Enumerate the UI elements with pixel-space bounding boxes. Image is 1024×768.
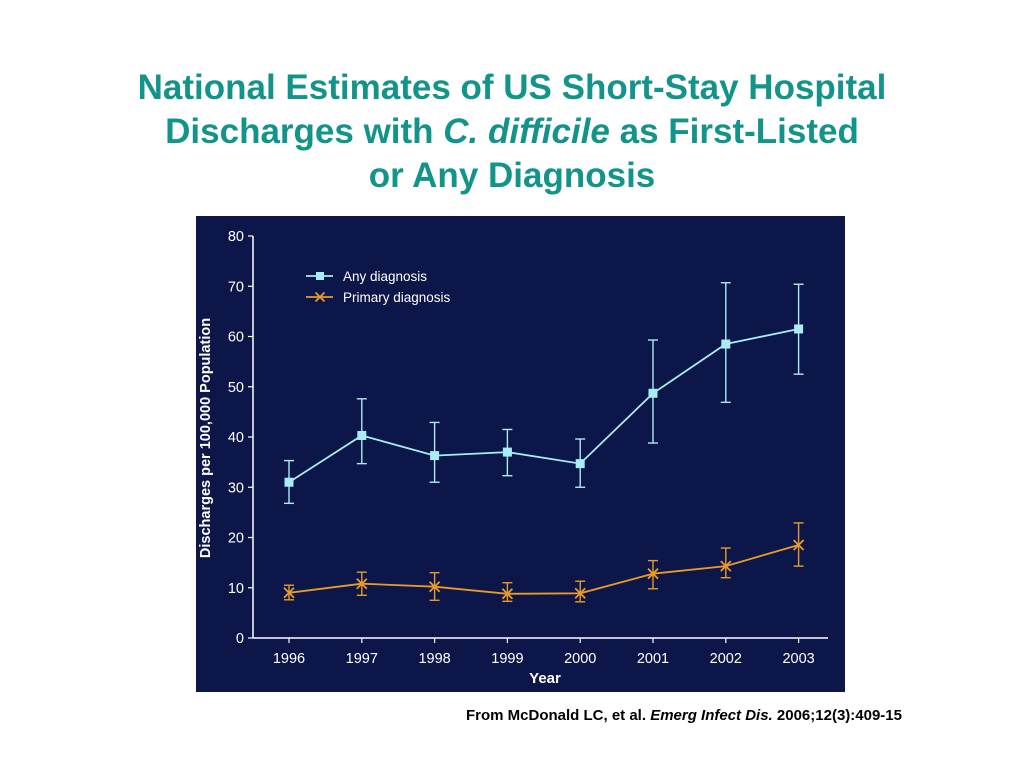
primary-diagnosis-point — [356, 578, 368, 590]
y-tick-label: 0 — [236, 631, 244, 647]
title-line-3: or Any Diagnosis — [368, 156, 656, 195]
any-diagnosis-line — [288, 328, 799, 483]
y-tick-label: 30 — [228, 480, 244, 496]
any-diagnosis-point — [502, 447, 512, 457]
y-tick-label: 10 — [228, 581, 244, 597]
y-axis-title: Discharges per 100,000 Population — [198, 318, 214, 558]
legend-swatch-square — [316, 272, 324, 280]
series-lines — [288, 328, 799, 595]
title-line-2-end: as First-Listed — [609, 112, 859, 151]
primary-diagnosis-point — [283, 587, 295, 599]
primary-diagnosis-point — [647, 568, 659, 580]
primary-diagnosis-point — [428, 581, 441, 593]
x-marker-stroke — [647, 568, 659, 580]
chart-panel: 0 10 20 30 40 50 60 70 80 1996 1997 1998 1999 2000 200… — [196, 216, 845, 692]
x-tick-label: 1998 — [418, 651, 450, 667]
title-line-2: Discharges with C. difficile as First-Li… — [40, 110, 984, 154]
primary-diagnosis-error-bar — [575, 580, 586, 603]
primary-diagnosis-point — [792, 539, 805, 551]
any-diagnosis-point — [575, 459, 585, 469]
citation-authors: From McDonald LC, et al. — [466, 707, 651, 724]
any-diagnosis-point — [721, 339, 731, 349]
y-tick-label: 70 — [228, 279, 244, 295]
title-organism-name: C. difficile — [443, 112, 610, 151]
error-bars — [284, 282, 804, 603]
primary-diagnosis-error-bar — [502, 582, 513, 603]
y-tick-label: 50 — [228, 380, 244, 396]
source-citation: From McDonald LC, et al. Emerg Infect Di… — [200, 707, 902, 724]
y-tick-label: 20 — [228, 531, 244, 547]
primary-diagnosis-error-bar — [720, 547, 731, 579]
primary-diagnosis-point — [574, 587, 586, 599]
legend-swatch-x — [314, 291, 326, 303]
x-marker-stroke — [720, 560, 732, 572]
y-tick-label: 80 — [228, 229, 244, 245]
x-tick-label: 1996 — [273, 651, 305, 667]
x-tick-label: 2002 — [710, 651, 742, 667]
series-markers — [283, 324, 805, 600]
citation-journal: Emerg Infect Dis. — [650, 707, 773, 724]
citation-details: 2006;12(3):409-15 — [772, 707, 902, 724]
any-diagnosis-point — [794, 324, 804, 334]
x-marker-stroke — [283, 587, 295, 599]
y-tick-label: 40 — [228, 430, 244, 446]
x-tick-label: 2001 — [637, 651, 669, 667]
any-diagnosis-point — [284, 477, 294, 487]
x-marker-stroke — [501, 588, 514, 600]
legend: Any diagnosis Primary diagnosis — [306, 269, 451, 305]
y-tick-label: 60 — [228, 330, 244, 346]
discharges-line-chart: 0 10 20 30 40 50 60 70 80 1996 1997 1998 1999 2000 200… — [198, 229, 828, 687]
title-line-2-start: Discharges with — [165, 112, 444, 151]
legend-label: Any diagnosis — [343, 269, 427, 284]
any-diagnosis-point — [357, 430, 367, 440]
any-diagnosis-point — [430, 451, 440, 461]
x-tick-label: 1997 — [346, 651, 378, 667]
any-diagnosis-point — [648, 388, 658, 398]
title-line-1: National Estimates of US Short-Stay Hosp… — [137, 68, 887, 107]
x-marker-stroke — [792, 539, 805, 551]
x-axis-title: Year — [529, 670, 561, 687]
primary-diagnosis-line — [288, 544, 799, 595]
slide-title: National Estimates of US Short-Stay Hosp… — [40, 66, 984, 198]
x-tick-label: 2003 — [782, 651, 814, 667]
legend-entry-primary-diagnosis: Primary diagnosis — [306, 290, 451, 305]
legend-entry-any-diagnosis: Any diagnosis — [306, 269, 427, 284]
x-tick-label: 1999 — [491, 651, 523, 667]
x-marker-stroke — [574, 587, 586, 599]
x-marker-stroke — [428, 581, 441, 593]
axes: 0 10 20 30 40 50 60 70 80 1996 1997 1998 1999 2000 200… — [228, 229, 828, 667]
x-tick-label: 2000 — [564, 651, 596, 667]
primary-diagnosis-point — [720, 560, 732, 572]
legend-label: Primary diagnosis — [343, 290, 451, 305]
primary-diagnosis-point — [501, 588, 514, 600]
x-marker-stroke — [356, 578, 368, 590]
